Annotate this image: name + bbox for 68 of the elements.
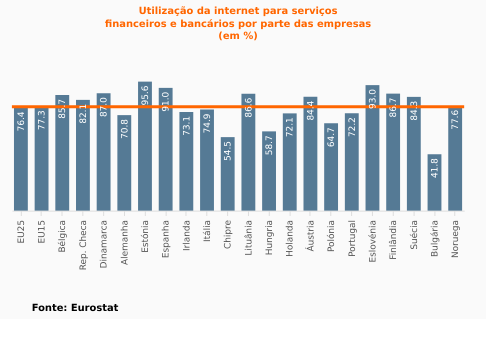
bar: [262, 131, 276, 211]
bar: [200, 110, 214, 211]
x-tick-label: Eslovénia: [367, 220, 378, 263]
data-label: 64.7: [327, 127, 338, 148]
x-tick-label: Finlândia: [388, 220, 400, 260]
x-tick-label: EU15: [38, 220, 48, 244]
data-label: 91.0: [162, 91, 172, 112]
data-label: 95.6: [140, 85, 151, 106]
bar: [138, 82, 152, 211]
data-label: 58.7: [265, 135, 276, 156]
data-label: 85.7: [58, 98, 68, 119]
bar: [366, 85, 380, 211]
bar: [55, 94, 70, 211]
data-label: 77.3: [38, 110, 48, 130]
data-label: 70.8: [120, 118, 130, 139]
bar: [428, 154, 442, 211]
bar: [96, 93, 111, 211]
bar: [386, 94, 400, 211]
bar: [76, 100, 90, 211]
data-label: 76.4: [16, 111, 27, 132]
source-note: Fonte: Eurostat: [32, 302, 119, 314]
x-tick-label: Lituânia: [243, 220, 254, 256]
bar: [303, 96, 318, 211]
bar: [324, 123, 338, 211]
bar: [241, 94, 256, 211]
x-tick-label: Polónia: [326, 220, 338, 252]
bar: [220, 137, 235, 211]
bar: [179, 112, 194, 211]
chart-title: Utilização da internet para serviços financeiros e bancários por parte das empresas: [104, 6, 372, 30]
x-tick-label: Hungria: [265, 220, 276, 256]
x-tick-label: Dinamarca: [100, 220, 110, 268]
bar: [344, 113, 359, 211]
x-tick-label: EU25: [16, 220, 27, 244]
data-label: 72.1: [286, 117, 296, 138]
x-tick-label: Rep. Checa: [78, 220, 89, 270]
x-tick-label: Holanda: [286, 220, 296, 257]
x-tick-label: Bélgica: [57, 220, 68, 253]
data-label: 86.6: [244, 97, 254, 118]
x-tick-label: Espanha: [162, 220, 172, 258]
x-tick-label: Estónia: [140, 220, 151, 253]
bar: [34, 106, 49, 211]
data-label: 41.8: [430, 158, 440, 178]
bar: [117, 115, 132, 211]
data-label: 84.4: [306, 100, 316, 121]
data-label: 84.3: [410, 100, 420, 121]
x-tick-label: Chipre: [224, 220, 234, 249]
x-tick-label: Alemanha: [120, 220, 130, 265]
x-tick-label: Suécia: [408, 220, 420, 250]
x-tick-label: Itália: [202, 220, 213, 242]
x-tick-label: Bulgária: [429, 220, 440, 257]
data-label: 86.7: [389, 98, 400, 118]
data-label: 74.9: [202, 113, 213, 134]
data-label: 77.6: [451, 110, 462, 130]
x-tick-label: Irlanda: [182, 220, 192, 251]
bar: [14, 108, 28, 211]
data-label: 82.1: [78, 104, 89, 124]
x-tick-label: Portugal: [348, 220, 358, 257]
bar: [282, 113, 297, 211]
data-label: 73.1: [182, 116, 192, 136]
data-label: 87.0: [100, 96, 110, 118]
data-label: 54.5: [224, 141, 234, 161]
chart-subtitle: (em %): [218, 30, 258, 42]
bar: [406, 96, 421, 211]
data-label: 72.2: [348, 117, 358, 137]
data-label: 93.0: [368, 88, 378, 109]
x-tick-label: Noruega: [451, 220, 462, 258]
bar: [158, 88, 173, 211]
x-tick-label: Áustria: [304, 220, 316, 252]
